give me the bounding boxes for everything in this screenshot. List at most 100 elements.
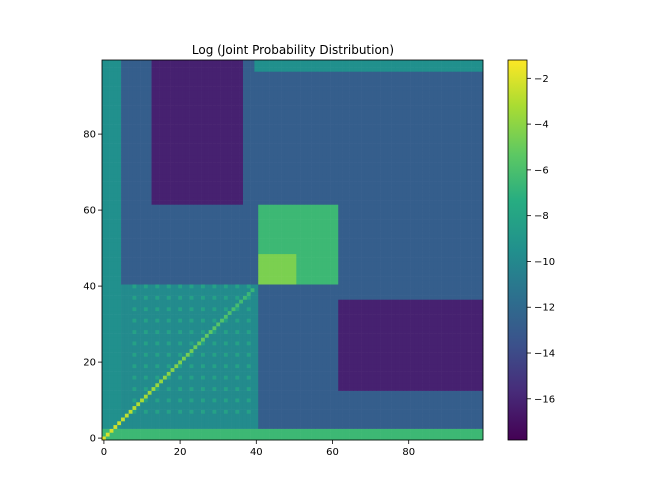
heatmap-cell (315, 333, 320, 338)
heatmap-cell (452, 352, 457, 357)
heatmap-cell (437, 326, 442, 331)
heatmap-cell (147, 276, 152, 281)
heatmap-cell (117, 394, 122, 399)
heatmap-cell (159, 405, 164, 410)
heatmap-cell (155, 257, 160, 262)
heatmap-cell (189, 345, 194, 350)
heatmap-cell (414, 326, 419, 331)
heatmap-cell (292, 364, 297, 369)
heatmap-cell (250, 250, 255, 255)
heatmap-cell (235, 383, 240, 388)
heatmap-cell (418, 310, 423, 315)
heatmap-cell (197, 265, 202, 270)
heatmap-cell (311, 405, 316, 410)
heatmap-cell (159, 379, 164, 384)
heatmap-cell (136, 356, 141, 361)
heatmap-cell (456, 421, 461, 426)
heatmap-cell (300, 280, 305, 285)
heatmap-cell (315, 310, 320, 315)
heatmap-cell (265, 386, 270, 391)
heatmap-cell (273, 318, 278, 323)
heatmap-cell (273, 322, 278, 327)
heatmap-cell (433, 345, 438, 350)
heatmap-cell (357, 417, 362, 422)
heatmap-cell (197, 276, 202, 281)
heatmap-cell (170, 402, 175, 407)
heatmap-cell (322, 409, 328, 414)
heatmap-cell (269, 299, 274, 304)
heatmap-cell (284, 322, 289, 327)
heatmap-cell (147, 307, 152, 312)
heatmap-cell (140, 326, 145, 331)
heatmap-cell (178, 337, 183, 342)
heatmap-cell (159, 421, 164, 426)
heatmap-cell (422, 383, 427, 388)
heatmap-cell (361, 428, 366, 433)
heatmap-cell (162, 364, 168, 369)
heatmap-cell (460, 421, 465, 426)
heatmap-cell (307, 284, 312, 289)
heatmap-cell (223, 341, 229, 346)
heatmap-cell (456, 295, 461, 300)
heatmap-cell (262, 386, 267, 391)
heatmap-cell (338, 421, 343, 426)
heatmap-cell (151, 295, 156, 300)
heatmap-cell (159, 318, 164, 323)
heatmap-cell (471, 360, 476, 365)
heatmap-cell (265, 250, 270, 255)
heatmap-cell (113, 398, 118, 403)
heatmap-cell (349, 314, 354, 319)
heatmap-cell (422, 432, 427, 437)
heatmap-cell (437, 421, 442, 426)
heatmap-cell (178, 269, 183, 274)
heatmap-cell (292, 409, 297, 414)
heatmap-cell (383, 284, 389, 289)
heatmap-cell (121, 375, 126, 380)
heatmap-cell (296, 280, 301, 285)
heatmap-cell (418, 272, 423, 277)
heatmap-cell (277, 337, 282, 342)
heatmap-cell (475, 390, 480, 395)
heatmap-cell (292, 379, 297, 384)
heatmap-cell (334, 371, 339, 376)
heatmap-cell (105, 284, 110, 289)
heatmap-cell (467, 360, 472, 365)
heatmap-cell (402, 383, 408, 388)
heatmap-cell (303, 394, 309, 399)
heatmap-cell (220, 405, 225, 410)
heatmap-cell (322, 284, 328, 289)
heatmap-cell (425, 250, 430, 255)
heatmap-cell (208, 288, 213, 293)
heatmap-cell (269, 436, 274, 441)
heatmap-cell (303, 337, 309, 342)
heatmap-cell (182, 253, 187, 258)
heatmap-cell (166, 386, 171, 391)
heatmap-cell (460, 318, 465, 323)
heatmap-cell (250, 398, 255, 403)
heatmap-cell (342, 424, 347, 429)
heatmap-cell (174, 269, 179, 274)
heatmap-cell (193, 390, 198, 395)
heatmap-cell (410, 424, 415, 429)
heatmap-cell (193, 424, 198, 429)
heatmap-cell (250, 436, 255, 441)
heatmap-cell (162, 326, 168, 331)
heatmap-cell (311, 379, 316, 384)
heatmap-cell (231, 398, 236, 403)
heatmap-cell (281, 436, 286, 441)
heatmap-cell (319, 329, 324, 334)
heatmap-cell (277, 417, 282, 422)
heatmap-cell (410, 379, 415, 384)
heatmap-cell (102, 288, 107, 293)
heatmap-cell (315, 250, 320, 255)
heatmap-cell (410, 288, 415, 293)
heatmap-cell (452, 337, 457, 342)
heatmap-cell (429, 295, 434, 300)
heatmap-cell (345, 253, 350, 258)
heatmap-cell (414, 261, 419, 266)
heatmap-cell (315, 299, 320, 304)
heatmap-cell (185, 390, 190, 395)
heatmap-cell (265, 341, 270, 346)
heatmap-cell (117, 337, 122, 342)
heatmap-cell (380, 398, 385, 403)
